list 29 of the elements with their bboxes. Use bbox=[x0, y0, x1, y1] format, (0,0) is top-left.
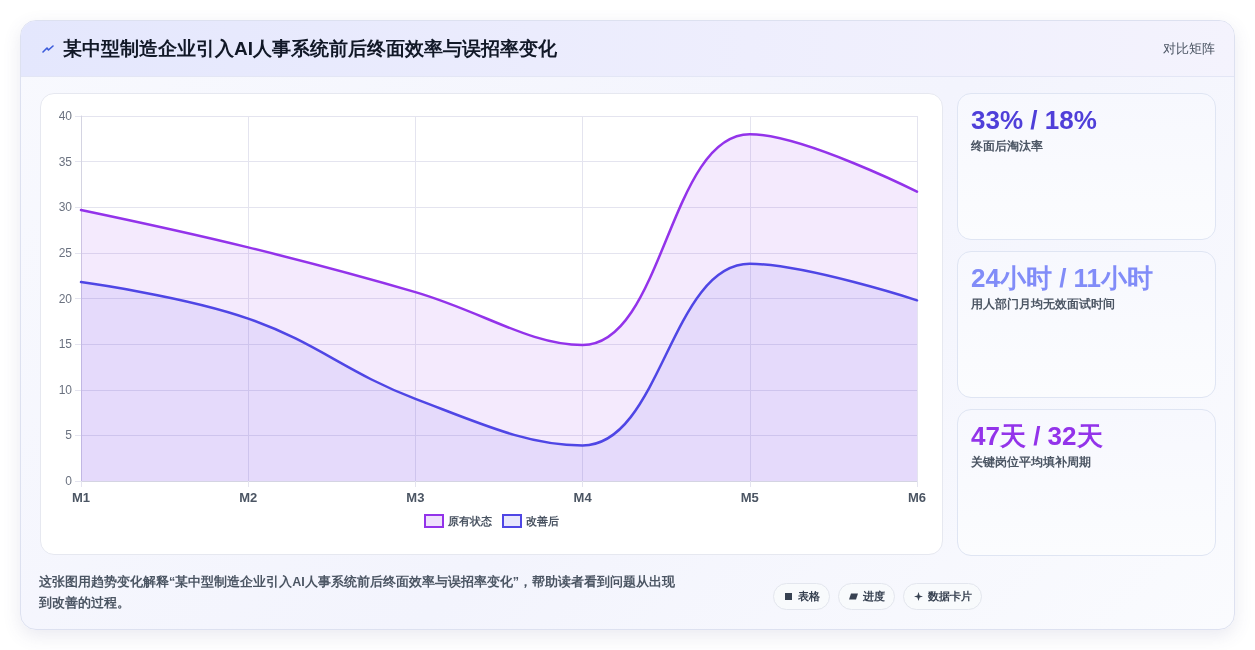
y-tick-label: 5 bbox=[65, 428, 73, 443]
legend-label: 改善后 bbox=[526, 515, 559, 527]
y-tick-label: 40 bbox=[58, 109, 73, 123]
text: 进度 bbox=[863, 589, 885, 604]
y-tick-label: 20 bbox=[58, 291, 73, 306]
x-tick-label: M5 bbox=[740, 490, 759, 505]
x-tick-label: M3 bbox=[406, 490, 425, 505]
text: 对比矩阵 bbox=[1163, 40, 1215, 58]
text: 数据卡片 bbox=[928, 589, 972, 604]
y-tick-label: 0 bbox=[65, 474, 73, 488]
x-tick-label: M2 bbox=[239, 490, 258, 505]
text: 33% / 18% bbox=[971, 104, 1097, 136]
x-tick-label: M1 bbox=[71, 490, 91, 505]
y-tick-label: 10 bbox=[58, 382, 73, 397]
x-tick-label: M4 bbox=[573, 490, 593, 505]
text: 终面后淘汰率 bbox=[971, 138, 1043, 154]
text: 这张图用趋势变化解释“某中型制造企业引入AI人事系统前后终面效率与误招率变化”，帮助读者看到问题从出现到改善的过程。 bbox=[39, 574, 676, 612]
y-tick-label: 30 bbox=[58, 200, 73, 215]
text: 24小时 / 11小时 bbox=[971, 262, 1154, 294]
text: 表格 bbox=[798, 589, 820, 604]
x-tick-label: M6 bbox=[907, 490, 927, 505]
text: 关键岗位平均填补周期 bbox=[971, 454, 1091, 470]
y-tick-label: 35 bbox=[58, 154, 73, 169]
chart-title: 某中型制造企业引入AI人事系统前后终面效率与误招率变化 bbox=[63, 37, 557, 61]
legend-label: 原有状态 bbox=[447, 515, 493, 527]
text: 47天 / 32天 bbox=[971, 420, 1103, 452]
y-tick-label: 15 bbox=[58, 337, 73, 352]
text: 用人部门月均无效面试时间 bbox=[971, 296, 1115, 312]
y-tick-label: 25 bbox=[58, 245, 73, 260]
